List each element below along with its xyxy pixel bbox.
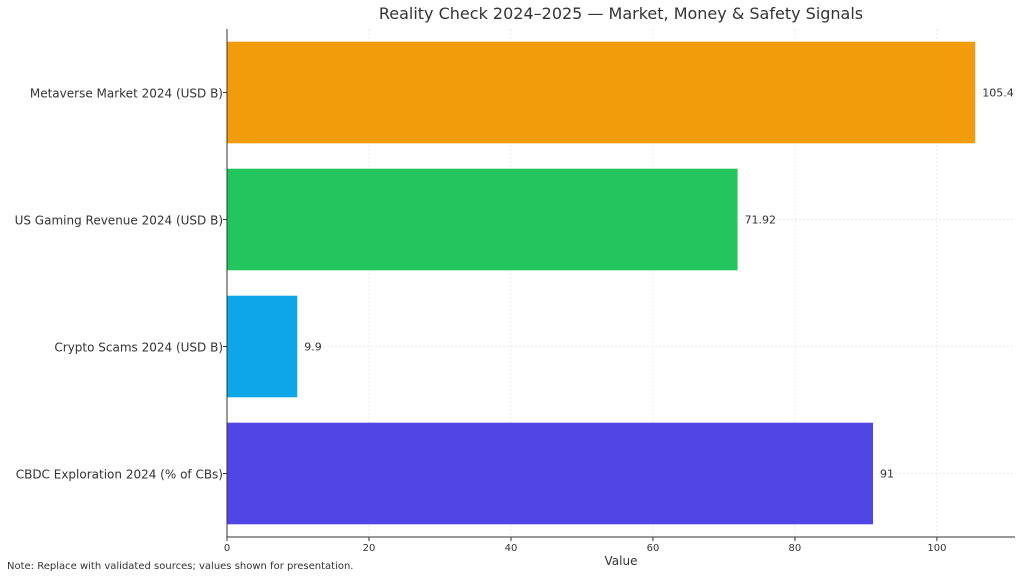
category-label: Metaverse Market 2024 (USD B) xyxy=(30,87,223,101)
footnote: Note: Replace with validated sources; va… xyxy=(7,561,354,572)
x-axis-label: Value xyxy=(605,554,638,568)
bar xyxy=(227,422,874,525)
x-tick-label: 100 xyxy=(927,543,946,554)
bar-value-label: 71.92 xyxy=(745,214,777,227)
bar-value-label: 91 xyxy=(880,468,894,481)
x-tick-label: 0 xyxy=(224,543,230,554)
axes-layer xyxy=(223,29,1015,541)
chart-title: Reality Check 2024–2025 — Market, Money … xyxy=(378,4,864,23)
x-tick-label: 80 xyxy=(789,543,802,554)
x-tick-label: 60 xyxy=(647,543,660,554)
bar-value-label: 105.4 xyxy=(982,87,1014,100)
category-label: Crypto Scams 2024 (USD B) xyxy=(54,341,223,355)
bar xyxy=(227,168,738,271)
bar xyxy=(227,295,298,398)
category-label: US Gaming Revenue 2024 (USD B) xyxy=(15,214,223,228)
labels-layer: 105.4 Metaverse Market 2024 (USD B) 71.92 U… xyxy=(15,87,1014,569)
x-tick-label: 40 xyxy=(505,543,518,554)
x-tick-label: 20 xyxy=(363,543,376,554)
bar xyxy=(227,41,976,144)
bars-layer xyxy=(227,41,976,525)
category-label: CBDC Exploration 2024 (% of CBs) xyxy=(16,468,223,482)
bar-value-label: 9.9 xyxy=(304,341,322,354)
